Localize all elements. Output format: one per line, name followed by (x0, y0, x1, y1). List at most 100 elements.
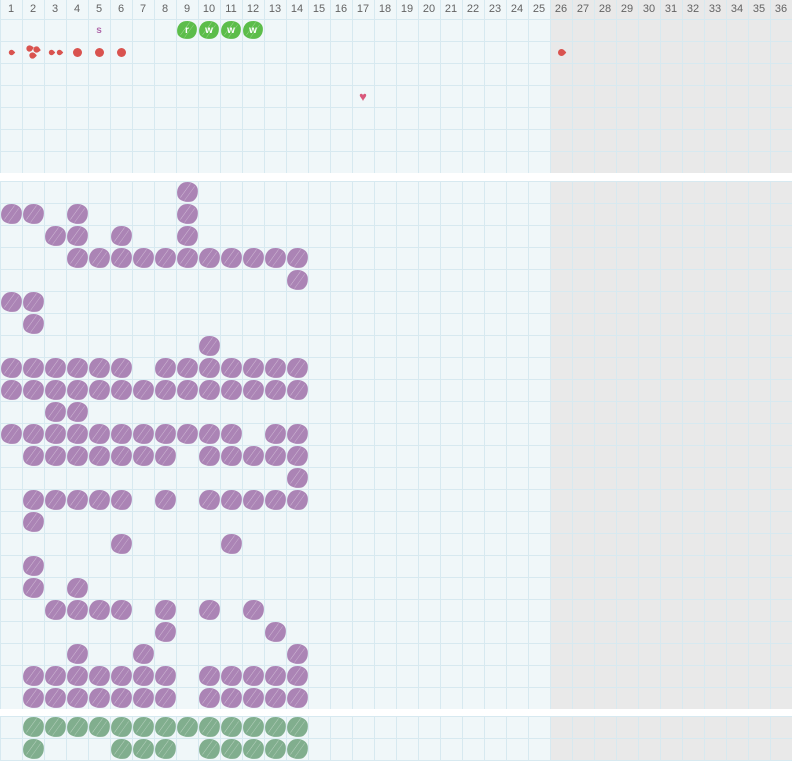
plant-blob[interactable] (45, 226, 66, 246)
plant-blob[interactable] (23, 292, 44, 312)
plant-blob[interactable] (45, 688, 66, 708)
plant-blob[interactable] (199, 424, 220, 444)
plant-blob[interactable] (199, 380, 220, 400)
sprout-blob[interactable] (67, 717, 88, 737)
plant-blob[interactable] (89, 380, 110, 400)
plant-blob[interactable] (111, 446, 132, 466)
plant-blob[interactable] (23, 578, 44, 598)
plant-blob[interactable] (199, 248, 220, 268)
plant-blob[interactable] (199, 688, 220, 708)
plant-blob[interactable] (67, 666, 88, 686)
plant-blob[interactable] (89, 358, 110, 378)
plant-blob[interactable] (155, 666, 176, 686)
plant-blob[interactable] (67, 578, 88, 598)
plant-blob[interactable] (45, 380, 66, 400)
plant-blob[interactable] (23, 380, 44, 400)
plant-blob[interactable] (155, 688, 176, 708)
plant-blob[interactable] (177, 182, 198, 202)
plant-blob[interactable] (23, 314, 44, 334)
plant-blob[interactable] (23, 666, 44, 686)
plant-blob[interactable] (23, 556, 44, 576)
plant-blob[interactable] (155, 424, 176, 444)
plant-blob[interactable] (45, 600, 66, 620)
plant-blob[interactable] (133, 380, 154, 400)
plant-blob[interactable] (287, 446, 308, 466)
plant-blob[interactable] (199, 336, 220, 356)
plant-blob[interactable] (221, 490, 242, 510)
plant-blob[interactable] (111, 358, 132, 378)
plant-blob[interactable] (67, 358, 88, 378)
sprout-blob[interactable] (221, 717, 242, 737)
sprout-blob[interactable] (111, 739, 132, 759)
plant-blob[interactable] (23, 688, 44, 708)
plant-blob[interactable] (265, 666, 286, 686)
plant-blob[interactable] (155, 490, 176, 510)
plant-blob[interactable] (133, 688, 154, 708)
plant-blob[interactable] (221, 358, 242, 378)
plant-blob[interactable] (111, 490, 132, 510)
plant-blob[interactable] (265, 424, 286, 444)
plant-blob[interactable] (111, 666, 132, 686)
plant-blob[interactable] (89, 688, 110, 708)
plant-blob[interactable] (221, 446, 242, 466)
plant-blob[interactable] (287, 666, 308, 686)
plant-blob[interactable] (89, 446, 110, 466)
sprout-blob[interactable] (243, 717, 264, 737)
plant-blob[interactable] (177, 226, 198, 246)
plant-blob[interactable] (287, 468, 308, 488)
plant-blob[interactable] (111, 534, 132, 554)
sprout-blob[interactable] (23, 717, 44, 737)
plant-blob[interactable] (67, 248, 88, 268)
plant-blob[interactable] (199, 358, 220, 378)
plant-blob[interactable] (1, 380, 22, 400)
plant-blob[interactable] (89, 248, 110, 268)
plant-blob[interactable] (133, 424, 154, 444)
plant-blob[interactable] (1, 204, 22, 224)
plant-blob[interactable] (265, 622, 286, 642)
sprout-blob[interactable] (133, 717, 154, 737)
plant-blob[interactable] (111, 688, 132, 708)
plant-blob[interactable] (45, 446, 66, 466)
plant-blob[interactable] (89, 424, 110, 444)
plant-blob[interactable] (67, 644, 88, 664)
plant-blob[interactable] (45, 424, 66, 444)
plant-blob[interactable] (23, 446, 44, 466)
plant-blob[interactable] (243, 358, 264, 378)
plant-blob[interactable] (67, 402, 88, 422)
plant-blob[interactable] (221, 688, 242, 708)
plant-blob[interactable] (45, 402, 66, 422)
plant-blob[interactable] (287, 358, 308, 378)
sprout-blob[interactable] (221, 739, 242, 759)
sprout-blob[interactable] (199, 739, 220, 759)
plant-blob[interactable] (221, 534, 242, 554)
plant-blob[interactable] (133, 666, 154, 686)
plant-blob[interactable] (1, 358, 22, 378)
plant-blob[interactable] (243, 600, 264, 620)
plant-blob[interactable] (199, 446, 220, 466)
plant-blob[interactable] (287, 380, 308, 400)
log-section[interactable]: s r w w w ♥ (0, 19, 792, 173)
plant-blob[interactable] (67, 380, 88, 400)
sprout-blob[interactable] (243, 739, 264, 759)
sprout-blob[interactable] (199, 717, 220, 737)
plant-blob[interactable] (243, 248, 264, 268)
plant-blob[interactable] (133, 248, 154, 268)
sprout-blob[interactable] (45, 717, 66, 737)
plant-blob[interactable] (287, 270, 308, 290)
plant-blob[interactable] (221, 380, 242, 400)
sprout-blob[interactable] (133, 739, 154, 759)
plant-blob[interactable] (67, 424, 88, 444)
plant-blob[interactable] (67, 226, 88, 246)
plant-blob[interactable] (155, 446, 176, 466)
sprout-blob[interactable] (23, 739, 44, 759)
field-section[interactable] (0, 181, 792, 709)
plant-blob[interactable] (23, 358, 44, 378)
plant-blob[interactable] (23, 204, 44, 224)
harvest-section[interactable] (0, 716, 792, 761)
plant-blob[interactable] (199, 600, 220, 620)
plant-blob[interactable] (265, 358, 286, 378)
sprout-blob[interactable] (177, 717, 198, 737)
plant-blob[interactable] (1, 424, 22, 444)
plant-blob[interactable] (111, 248, 132, 268)
plant-blob[interactable] (111, 380, 132, 400)
